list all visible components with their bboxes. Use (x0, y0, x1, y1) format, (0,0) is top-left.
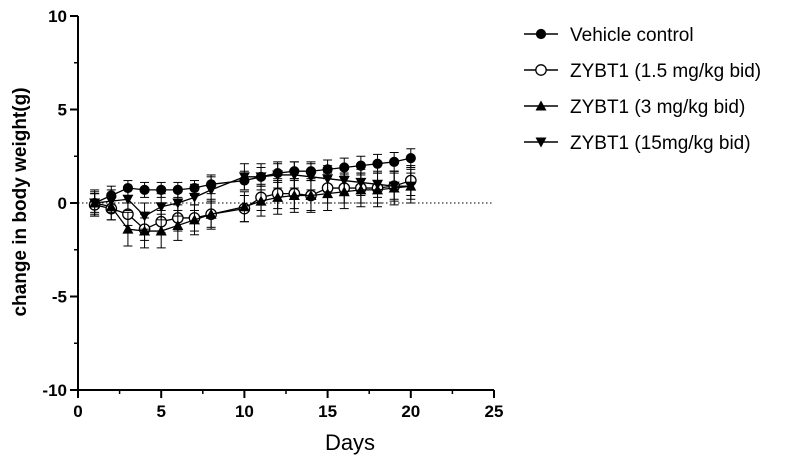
series-layer (88, 148, 417, 249)
legend-marker (535, 28, 547, 40)
data-point (255, 195, 267, 206)
data-point (155, 225, 167, 236)
y-tick-label: 5 (58, 101, 67, 120)
data-point (205, 185, 217, 196)
legend-label: ZYBT1 (15mg/kg bid) (570, 133, 751, 154)
legend-item-3: ZYBT1 (3 mg/kg bid) (524, 97, 745, 118)
data-point (156, 184, 167, 196)
legend-marker (535, 100, 547, 111)
legend-marker (535, 64, 547, 76)
series-4 (89, 161, 417, 230)
data-point (172, 198, 184, 209)
legend-label: Vehicle control (570, 25, 694, 46)
x-tick-label: 0 (73, 402, 82, 421)
data-point (205, 208, 217, 219)
data-point (389, 156, 400, 167)
x-axis-title: Days (325, 430, 375, 455)
data-point (105, 196, 117, 207)
y-tick-label: -5 (52, 288, 67, 307)
data-point (372, 179, 384, 190)
data-point (355, 177, 367, 188)
data-point (139, 184, 150, 196)
data-point (338, 176, 350, 187)
axes-layer: 0 5 10 15 20 25 -10 -5 0 5 10 (42, 7, 503, 421)
data-point (238, 201, 250, 212)
legend-label: ZYBT1 (3 mg/kg bid) (570, 97, 745, 118)
y-tick-label: 0 (58, 194, 67, 213)
x-tick-label: 10 (235, 402, 254, 421)
data-point (155, 202, 167, 213)
series-3 (89, 168, 417, 249)
y-tick-label: 10 (48, 7, 67, 26)
data-point (388, 181, 400, 192)
data-point (372, 158, 383, 169)
data-point (305, 172, 317, 183)
y-axis-title: change in body weight(g) (10, 87, 31, 316)
data-point (139, 211, 151, 222)
data-point (405, 153, 416, 164)
x-tick-label: 5 (156, 402, 165, 421)
data-point (288, 190, 300, 201)
x-tick-label: 25 (485, 402, 504, 421)
y-tick-label: -10 (42, 381, 67, 400)
data-point (305, 190, 317, 201)
data-point (255, 172, 267, 183)
data-point (272, 170, 284, 181)
legend-label: ZYBT1 (1.5 mg/kg bid) (570, 61, 761, 82)
data-point (322, 188, 334, 199)
data-point (188, 214, 200, 225)
data-point (172, 219, 184, 230)
data-point (405, 181, 417, 192)
legend-item-1: Vehicle control (524, 25, 694, 46)
legend-item-2: ZYBT1 (1.5 mg/kg bid) (524, 61, 761, 82)
data-point (89, 198, 101, 209)
data-point (322, 174, 334, 185)
legend: Vehicle control ZYBT1 (1.5 mg/kg bid) ZYBT… (524, 25, 761, 154)
data-point (122, 194, 134, 205)
data-point (139, 225, 151, 236)
data-point (288, 170, 300, 181)
x-tick-label: 15 (318, 402, 337, 421)
data-point (355, 160, 366, 171)
data-point (272, 191, 284, 202)
legend-item-4: ZYBT1 (15mg/kg bid) (524, 133, 751, 154)
x-tick-label: 20 (401, 402, 420, 421)
data-point (188, 192, 200, 203)
data-point (238, 172, 250, 183)
legend-marker (535, 137, 547, 148)
data-point (122, 223, 134, 234)
